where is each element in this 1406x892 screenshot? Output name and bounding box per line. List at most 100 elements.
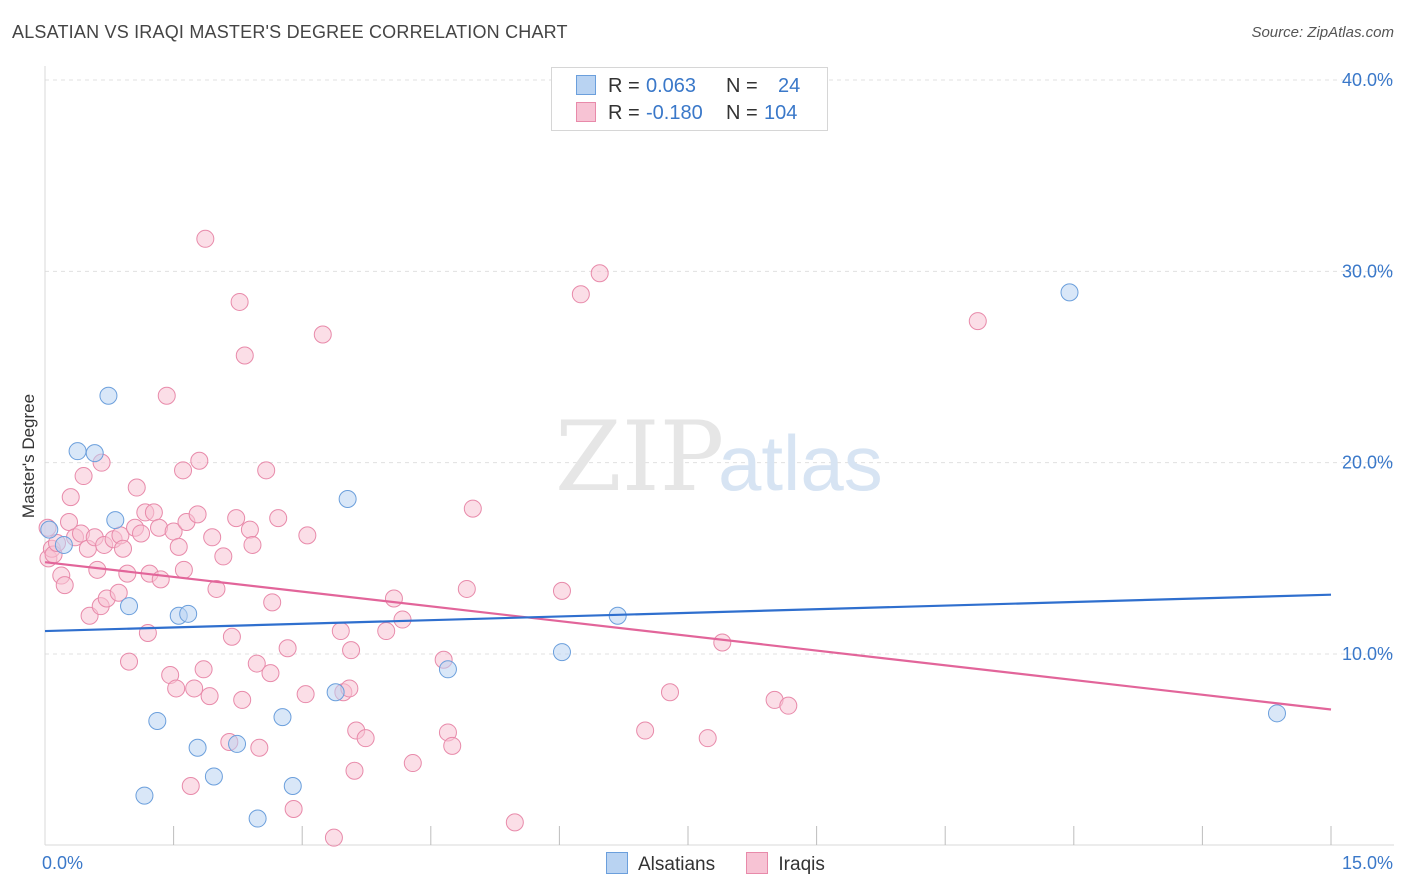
alsatian-point	[283, 777, 302, 796]
iraqi-point	[463, 499, 482, 518]
iraqi-point	[61, 488, 80, 507]
iraqi-point	[331, 622, 350, 641]
alsatian-point	[1060, 283, 1079, 302]
iraqi-legend-swatch	[746, 852, 769, 874]
iraqi-point	[74, 467, 93, 486]
tick-labels: 10.0% 20.0% 30.0% 40.0% 0.0% 15.0%	[42, 70, 1393, 873]
alsatian-point	[1267, 704, 1286, 723]
watermark: ZIP atlas	[555, 401, 883, 513]
alsatian-legend-swatch	[606, 852, 628, 874]
alsatian-point	[326, 683, 345, 702]
iraqi-point	[120, 652, 139, 671]
iraqi-point	[324, 828, 343, 847]
trendlines	[44, 561, 1332, 711]
x-tick-label: 15.0%	[1342, 853, 1393, 873]
alsatian-point	[40, 520, 59, 539]
iraqi-point	[713, 633, 732, 652]
y-axis-title: Master's Degree	[19, 394, 38, 518]
iraqi-point	[132, 524, 151, 543]
iraqi-point	[151, 570, 170, 589]
iraqi-point	[377, 622, 396, 641]
iraqi-point	[233, 690, 252, 709]
iraqi-point	[174, 461, 193, 480]
source-label: Source: ZipAtlas.com	[1251, 24, 1394, 41]
correlation-legend: R = 0.063 N = 24 R = -0.180 N = 104	[551, 67, 828, 131]
iraqi-point	[235, 346, 254, 365]
iraqi-point	[196, 229, 215, 248]
legend-n-label: N =	[726, 75, 758, 97]
iraqi-point	[313, 325, 332, 344]
iraqi-point	[968, 312, 987, 331]
chart-title: ALSATIAN VS IRAQI MASTER'S DEGREE CORREL…	[12, 22, 568, 42]
alsatian-point	[179, 604, 198, 623]
iraqi-point	[127, 478, 146, 497]
iraqi-point	[157, 386, 176, 405]
legend-n-value: 104	[764, 102, 798, 124]
alsatian-point	[552, 643, 571, 662]
legend-row-iraqis: R = -0.180 N = 104	[576, 102, 797, 126]
iraqi-point	[342, 641, 361, 660]
alsatian-point	[338, 490, 357, 509]
iraqi-point	[190, 451, 209, 470]
iraqis-label: Iraqis	[778, 854, 825, 875]
iraqi-point	[188, 505, 207, 524]
legend-r-label: R =	[608, 102, 640, 124]
legend-n-value: 24	[778, 75, 801, 97]
iraqi-point	[457, 579, 476, 598]
y-tick-label: 10.0%	[1342, 644, 1393, 664]
iraqi-point	[261, 664, 280, 683]
iraqi-point	[590, 264, 609, 283]
iraqi-point	[243, 535, 262, 554]
alsatian-point	[188, 738, 207, 757]
y-tick-label: 40.0%	[1342, 70, 1393, 90]
alsatians-label: Alsatians	[638, 854, 716, 875]
alsatian-point	[273, 708, 292, 727]
alsatian-point	[54, 535, 73, 554]
iraqi-point	[194, 660, 213, 679]
iraqi-point	[207, 579, 226, 598]
alsatian-trendline	[44, 593, 1332, 633]
legend-item-iraqis: Iraqis	[746, 852, 825, 876]
alsatian-point	[135, 786, 154, 805]
iraqi-point	[278, 639, 297, 658]
iraqi-point	[296, 685, 315, 704]
x-tick-label: 0.0%	[42, 853, 83, 873]
iraqi-point	[393, 610, 412, 629]
alsatian-swatch	[576, 75, 596, 95]
iraqi-point	[403, 754, 422, 773]
iraqi-point	[552, 581, 571, 600]
iraqi-point	[284, 799, 303, 818]
alsatian-point	[228, 734, 247, 753]
alsatian-point	[68, 442, 87, 461]
iraqi-point	[214, 547, 233, 566]
iraqi-point	[60, 512, 79, 531]
alsatian-point	[85, 444, 104, 463]
legend-item-alsatians: Alsatians	[606, 852, 715, 876]
iraqi-point	[660, 683, 679, 702]
iraqi-point	[118, 564, 137, 583]
legend-row-alsatians: R = 0.063 N = 24	[576, 75, 800, 99]
legend-r-value: 0.063	[646, 75, 697, 97]
iraqi-point	[247, 654, 266, 673]
alsatian-points	[40, 283, 1286, 828]
watermark-zip: ZIP	[555, 401, 724, 513]
iraqi-point	[227, 509, 246, 528]
legend-r-value: -0.180	[646, 102, 703, 124]
alsatian-point	[248, 809, 267, 828]
iraqi-swatch	[576, 102, 596, 122]
iraqi-point	[571, 285, 590, 304]
iraqi-point	[356, 729, 375, 748]
axes	[44, 66, 1394, 846]
iraqi-point	[443, 736, 462, 755]
iraqi-points	[38, 229, 987, 847]
iraqi-point	[384, 589, 403, 608]
iraqi-point	[636, 721, 655, 740]
iraqi-point	[250, 738, 269, 757]
iraqi-point	[200, 687, 219, 706]
alsatian-point	[204, 767, 223, 786]
iraqi-point	[257, 461, 276, 480]
alsatian-point	[106, 511, 125, 530]
iraqi-point	[169, 537, 188, 556]
iraqi-point	[181, 777, 200, 796]
